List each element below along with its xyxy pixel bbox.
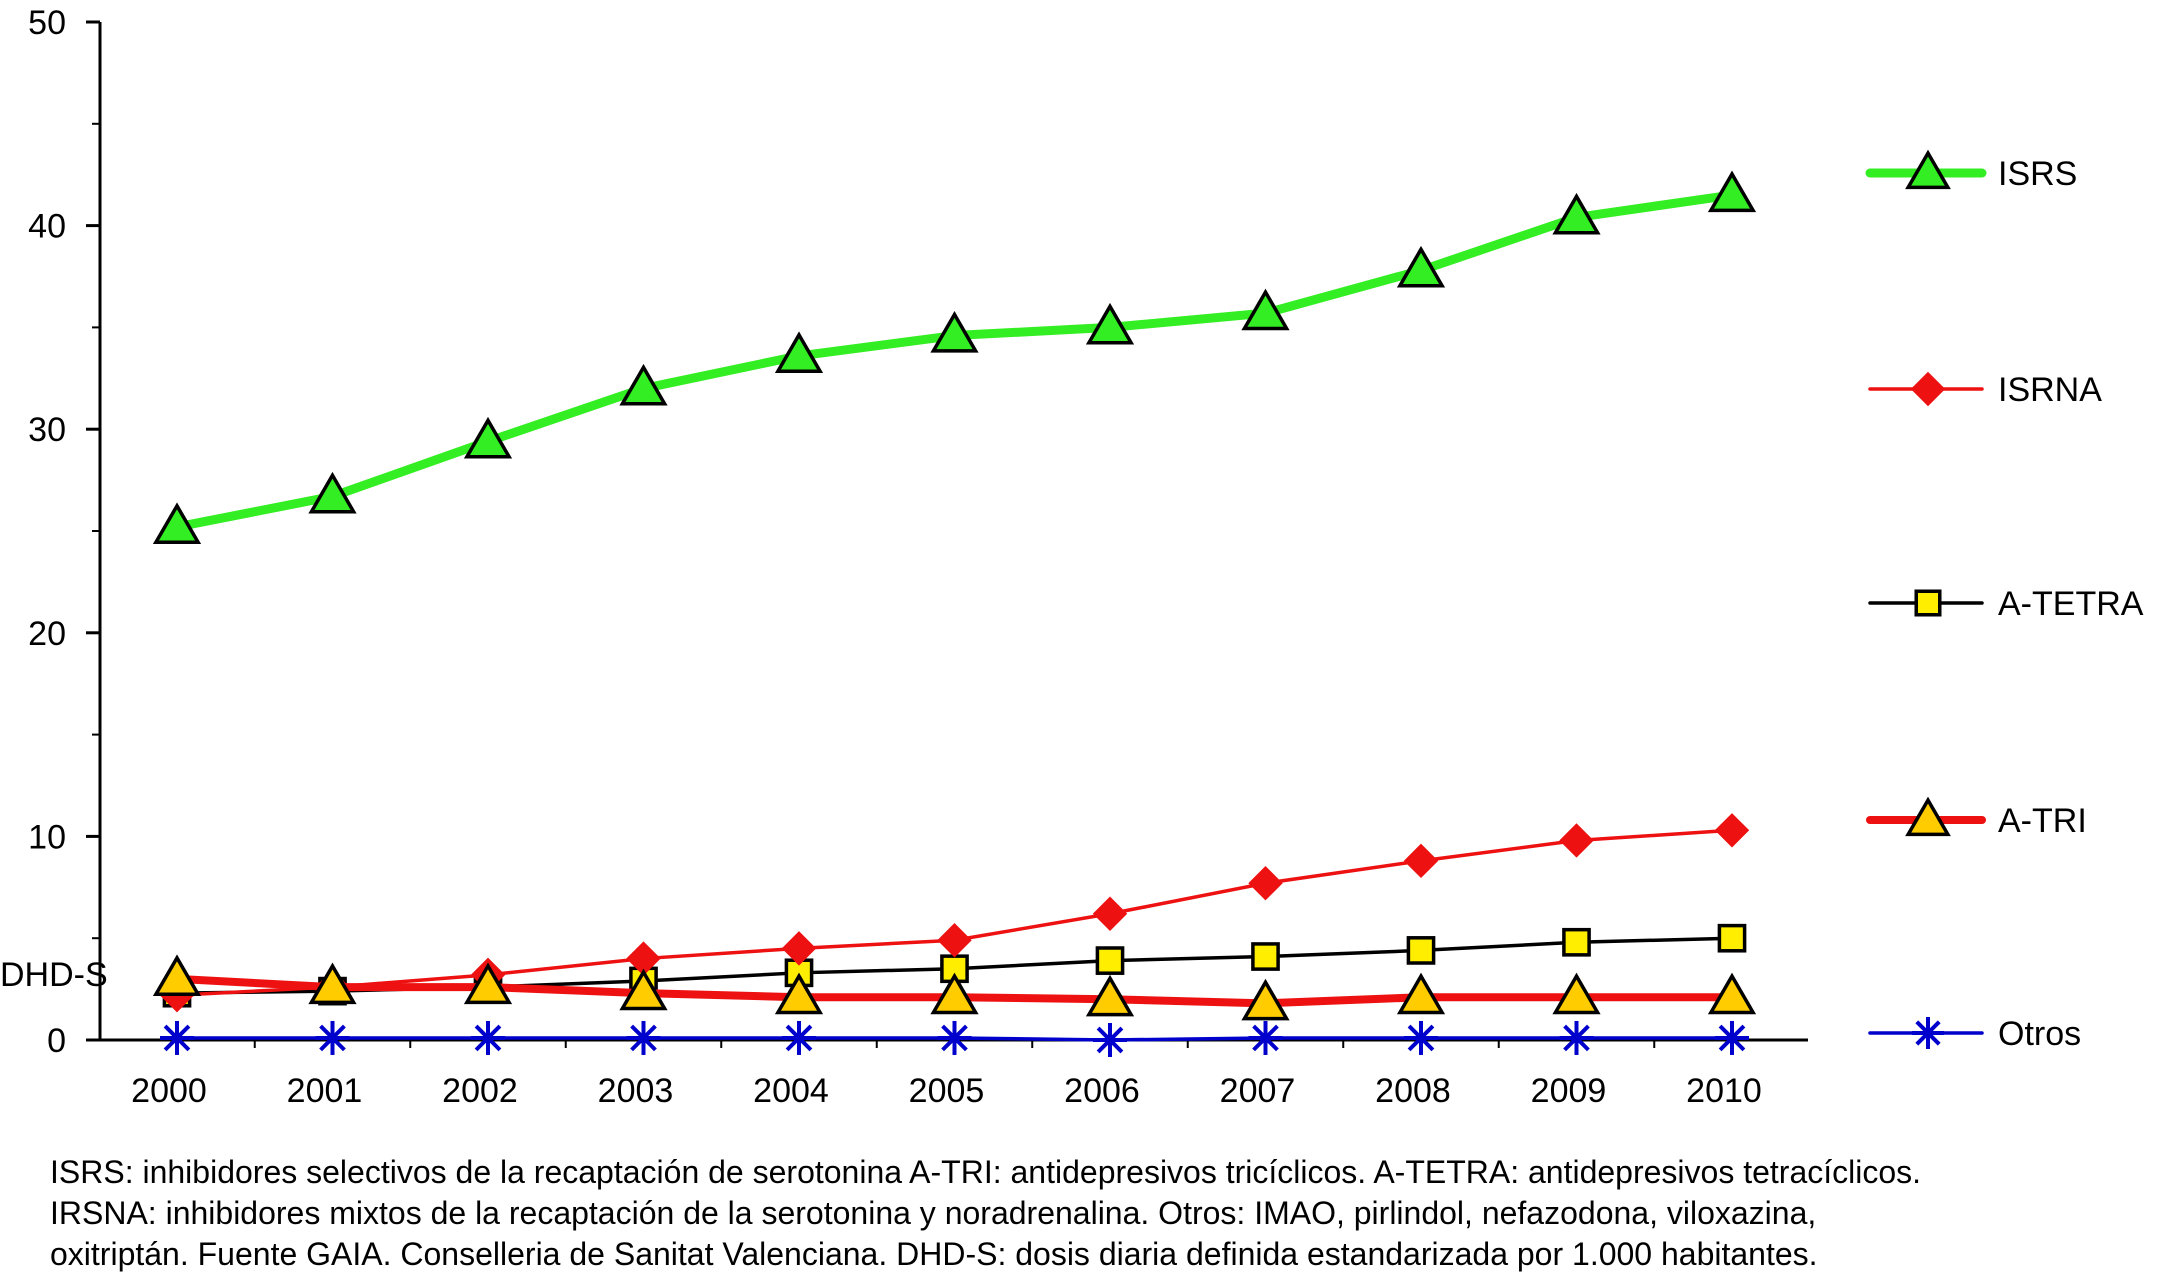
point-a-tri-2009 — [1552, 972, 1601, 1015]
point-otros-2000 — [160, 1020, 194, 1055]
point-isrs-2007 — [1241, 288, 1290, 331]
legend-label-isrna: ISRNA — [1998, 371, 2102, 409]
point-a-tri-2005 — [930, 972, 979, 1015]
point-a-tetra-2008 — [1406, 936, 1436, 965]
legend-label-a-tri: A-TRI — [1998, 802, 2087, 840]
point-isrs-2002 — [463, 416, 513, 459]
x-tick-label-2008: 2008 — [1375, 1072, 1451, 1110]
point-a-tri-2000 — [152, 954, 202, 996]
point-isrs-2000 — [152, 502, 202, 544]
point-a-tri-2003 — [619, 968, 668, 1011]
y-axis-label: DHD-S — [0, 956, 108, 994]
y-tick-label-30: 30 — [28, 411, 66, 449]
point-otros-2005 — [937, 1020, 972, 1055]
point-isrs-2004 — [774, 331, 824, 373]
point-isrna-2009 — [1559, 823, 1594, 858]
point-a-tri-2010 — [1707, 972, 1757, 1015]
legend-label-isrs: ISRS — [1998, 155, 2077, 193]
point-otros-2010 — [1715, 1020, 1749, 1055]
axes: 0 10 20 30 40 50 2000 2001 2002 2003 2004 2005 2006 2… — [0, 4, 1808, 1110]
x-tick-label-2004: 2004 — [753, 1072, 829, 1110]
x-tick-label-2006: 2006 — [1064, 1072, 1140, 1110]
point-isrs-2006 — [1085, 302, 1135, 345]
point-a-tri-2002 — [463, 962, 513, 1005]
point-a-tri-2004 — [774, 972, 824, 1015]
caption-line-1: ISRS: inhibidores selectivos de la recap… — [50, 1154, 1922, 1190]
point-isrs-2005 — [930, 310, 979, 353]
point-isrna-2007 — [1248, 866, 1283, 901]
x-tick-label-2005: 2005 — [909, 1072, 985, 1110]
legend-marker-a-tri — [1905, 796, 1951, 837]
legend-item-isrna: ISRNA — [1868, 371, 2102, 409]
point-otros-2007 — [1248, 1020, 1283, 1055]
legend-marker-isrna — [1910, 371, 1946, 407]
y-tick-label-20: 20 — [28, 615, 66, 653]
point-isrs-2009 — [1552, 192, 1601, 235]
point-a-tetra-2009 — [1562, 927, 1591, 957]
point-a-tri-2006 — [1085, 974, 1135, 1017]
legend-marker-otros — [1912, 1017, 1944, 1049]
x-tick-label-2007: 2007 — [1220, 1072, 1296, 1110]
legend-marker-a-tetra — [1914, 589, 1942, 617]
y-tick-label-40: 40 — [28, 208, 66, 246]
point-otros-2002 — [471, 1020, 505, 1055]
point-a-tri-2001 — [308, 962, 357, 1005]
x-tick-label-2000: 2000 — [131, 1072, 207, 1110]
caption-line-2: IRSNA: inhibidores mixtos de la recaptac… — [50, 1195, 1817, 1231]
point-isrs-2010 — [1707, 170, 1757, 213]
y-tick-label-10: 10 — [28, 818, 66, 856]
point-a-tetra-2007 — [1251, 942, 1280, 971]
point-isrna-2004 — [781, 931, 817, 966]
point-isrs-2001 — [308, 471, 357, 514]
point-a-tetra-2006 — [1095, 946, 1125, 975]
legend-item-a-tri: A-TRI — [1866, 796, 2087, 840]
x-tick-label-2003: 2003 — [598, 1072, 674, 1110]
point-a-tri-2008 — [1396, 972, 1446, 1015]
point-otros-2006 — [1093, 1023, 1127, 1057]
point-isrna-2006 — [1092, 896, 1128, 931]
x-tick-label-2001: 2001 — [287, 1072, 363, 1110]
point-isrna-2010 — [1714, 813, 1750, 848]
point-otros-2009 — [1559, 1020, 1594, 1055]
series-otros — [160, 1020, 1749, 1057]
legend-label-otros: Otros — [1998, 1015, 2081, 1053]
figure-caption: ISRS: inhibidores selectivos de la recap… — [50, 1152, 2140, 1275]
point-otros-2001 — [315, 1020, 350, 1055]
point-a-tetra-2010 — [1717, 923, 1747, 953]
series-isrs — [152, 170, 1757, 544]
x-tick-label-2009: 2009 — [1531, 1072, 1607, 1110]
x-tick-label-2002: 2002 — [442, 1072, 518, 1110]
y-tick-label-0: 0 — [47, 1022, 66, 1060]
legend-item-a-tetra: A-TETRA — [1868, 585, 2144, 623]
legend-marker-isrs — [1905, 149, 1951, 190]
point-otros-2008 — [1404, 1020, 1438, 1055]
point-isrna-2005 — [937, 923, 972, 958]
point-a-tri-2007 — [1241, 978, 1290, 1021]
series-layer — [152, 170, 1757, 1057]
y-tick-label-50: 50 — [28, 4, 66, 42]
legend-item-otros: Otros — [1868, 1015, 2081, 1053]
legend: ISRS ISRNA A-TETRA A-TRI Otros — [1865, 149, 2144, 1053]
point-isrs-2008 — [1396, 245, 1446, 288]
legend-item-isrs: ISRS — [1865, 149, 2077, 193]
series-a-tri — [152, 954, 1757, 1021]
legend-label-a-tetra: A-TETRA — [1998, 585, 2144, 623]
x-tick-label-2010: 2010 — [1686, 1072, 1762, 1110]
point-otros-2004 — [782, 1020, 816, 1055]
series-line-isrs — [172, 190, 1737, 532]
point-isrs-2003 — [619, 363, 668, 406]
caption-line-3: oxitriptán. Fuente GAIA. Conselleria de … — [50, 1236, 1818, 1272]
point-otros-2003 — [626, 1020, 661, 1055]
point-isrna-2008 — [1403, 843, 1439, 879]
